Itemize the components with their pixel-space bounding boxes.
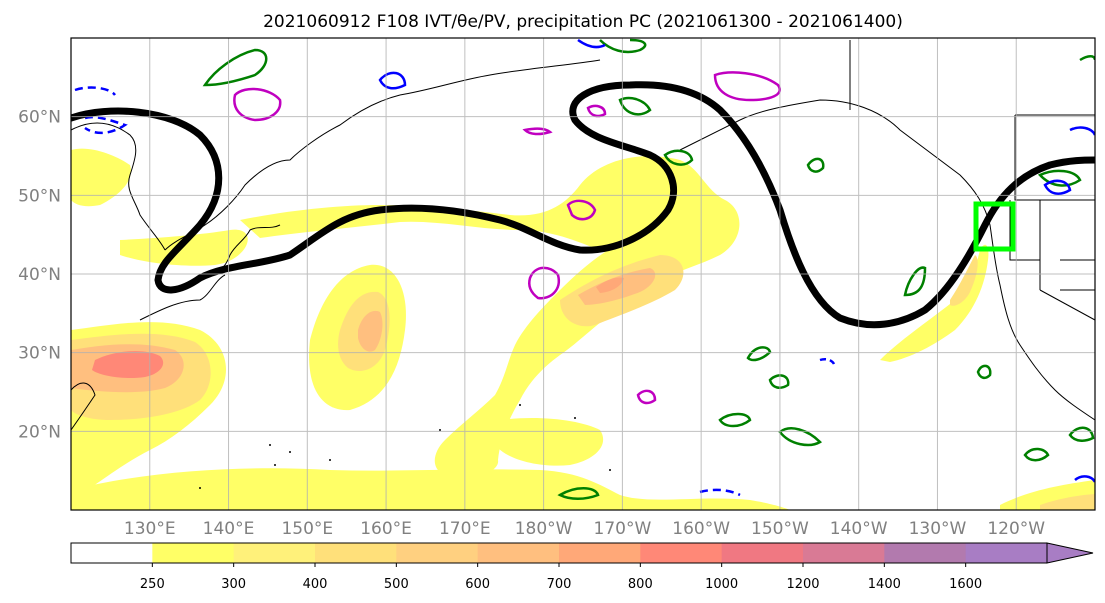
lon-tick-label: 160°E (360, 519, 412, 539)
latitude-labels: 60°N 50°N 40°N 30°N 20°N (18, 108, 61, 443)
colorbar-tick-label: 700 (547, 577, 572, 592)
islands (199, 404, 611, 489)
lon-tick-label: 120°W (987, 519, 1045, 539)
colorbar-tick-label: 400 (303, 577, 328, 592)
map-panel: 60°N 50°N 40°N 30°N 20°N 130°E 140°E 150°E 160°… (18, 37, 1096, 539)
colorbar-tick-label: 500 (384, 577, 409, 592)
colorbar-bin (640, 543, 723, 563)
pv-contours (74, 38, 1095, 497)
gridlines (71, 38, 1095, 510)
lat-tick-label: 20°N (18, 422, 61, 442)
colorbar-bin (152, 543, 235, 563)
colorbar-bin (71, 543, 153, 563)
lon-tick-label: 170°W (594, 519, 652, 539)
colorbar-bin (559, 543, 641, 563)
lon-tick-label: 180°W (515, 519, 573, 539)
lon-tick-label: 150°E (281, 519, 333, 539)
lon-tick-label: 140°W (830, 519, 888, 539)
lon-tick-label: 130°W (909, 519, 967, 539)
precip-contours (233, 71, 781, 405)
lon-tick-label: 150°W (751, 519, 809, 539)
colorbar-bin (965, 543, 1048, 563)
colorbar-tick-label: 800 (628, 577, 653, 592)
lon-tick-label: 170°E (439, 519, 491, 539)
lat-tick-label: 60°N (18, 108, 61, 128)
lat-tick-label: 50°N (18, 186, 61, 206)
lat-tick-label: 30°N (18, 344, 61, 364)
lon-tick-label: 160°W (672, 519, 730, 539)
colorbar-tick-label: 250 (140, 577, 165, 592)
highlight-region-box (973, 201, 1016, 252)
colorbar-tick-label: 1600 (949, 577, 982, 592)
colorbar-tick-label: 1400 (868, 577, 901, 592)
colorbar: 250 300 400 500 600 700 800 1000 1200 1400 1600 (70, 542, 1094, 592)
map-frame (70, 37, 1096, 511)
figure-title: 2021060912 F108 IVT/θe/PV, precipitation… (263, 12, 903, 32)
colorbar-bin (233, 543, 316, 563)
colorbar-tick-label: 1000 (705, 577, 738, 592)
colorbar-bin (396, 543, 479, 563)
colorbar-tick-label: 600 (465, 577, 490, 592)
lat-tick-label: 40°N (18, 265, 61, 285)
colorbar-bin (884, 543, 967, 563)
colorbar-bin (721, 543, 804, 563)
longitude-labels: 130°E 140°E 150°E 160°E 170°E 180°W 170°W 160°W… (124, 519, 1045, 539)
coastlines (71, 40, 1095, 431)
ivt-shading (71, 148, 1095, 510)
lon-tick-label: 130°E (124, 519, 176, 539)
lon-tick-label: 140°E (203, 519, 255, 539)
colorbar-bin (477, 543, 560, 563)
colorbar-bin (803, 543, 885, 563)
jet-contour (71, 81, 1095, 329)
colorbar-tick-label: 1200 (786, 577, 819, 592)
colorbar-tick-label: 300 (221, 577, 246, 592)
colorbar-extend-arrow (1046, 542, 1094, 564)
colorbar-bin (315, 543, 397, 563)
